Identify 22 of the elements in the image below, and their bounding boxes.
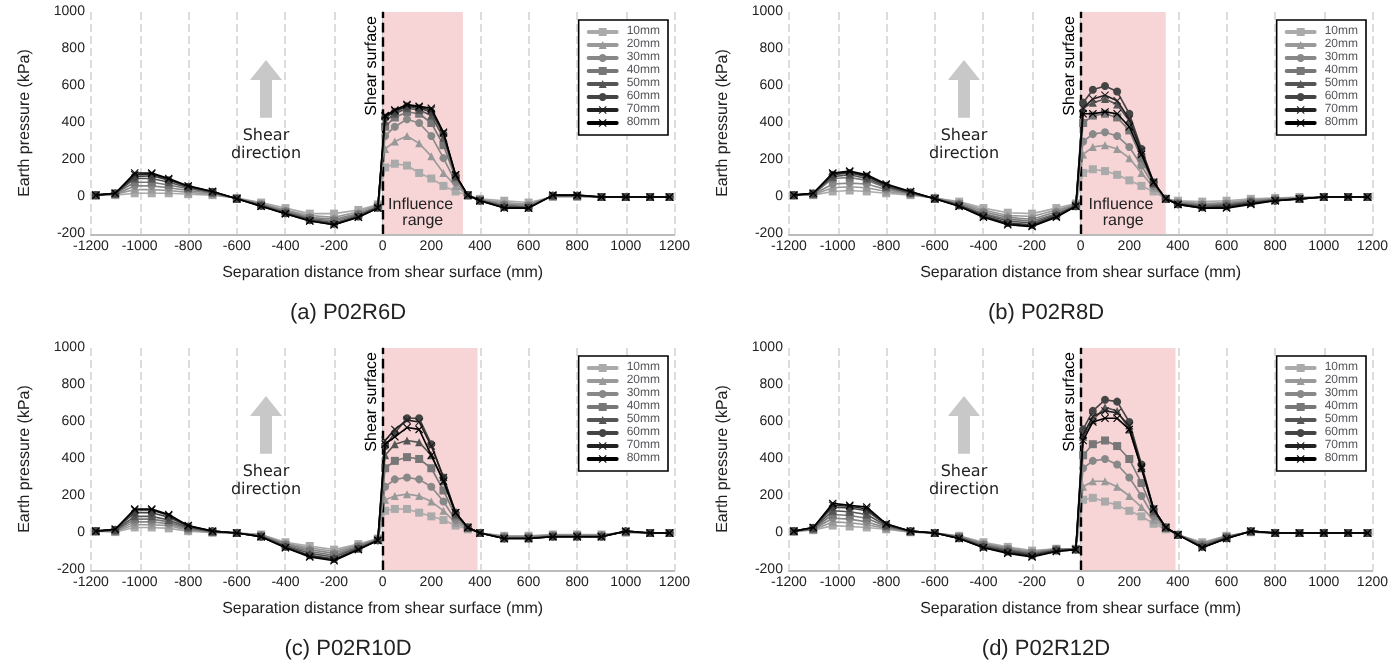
- ref-line-label: Shear surface: [1059, 14, 1078, 116]
- text: (a) P02R6D: [289, 301, 407, 325]
- band-label: Influence range: [1088, 195, 1158, 229]
- x-axis-title: Separation distance from shear surface (mm): [920, 598, 1242, 617]
- x-axis-title: Separation distance from shear surface (mm): [222, 262, 544, 281]
- annotation: Shear direction: [926, 126, 1002, 163]
- y-axis-title: Earth pressure (kPa): [713, 384, 731, 533]
- y-axis-title: Earth pressure (kPa): [713, 48, 731, 197]
- text: (c) P02R10D: [284, 637, 412, 661]
- ref-line-label: Shear surface: [361, 14, 380, 116]
- y-axis-title: Earth pressure (kPa): [15, 48, 33, 197]
- text: (d) P02R12D: [981, 637, 1111, 661]
- text: (b) P02R8D: [987, 301, 1105, 325]
- ref-line-label: Shear surface: [1059, 350, 1078, 452]
- x-axis-title: Separation distance from shear surface (mm): [222, 598, 544, 617]
- ref-line-label: Shear surface: [361, 350, 380, 452]
- annotation: Shear direction: [926, 462, 1002, 499]
- band-label: Influence range: [388, 195, 458, 229]
- annotation: Shear direction: [228, 126, 304, 163]
- annotation: Shear direction: [228, 462, 304, 499]
- y-axis-title: Earth pressure (kPa): [15, 384, 33, 533]
- x-axis-title: Separation distance from shear surface (mm): [920, 262, 1242, 281]
